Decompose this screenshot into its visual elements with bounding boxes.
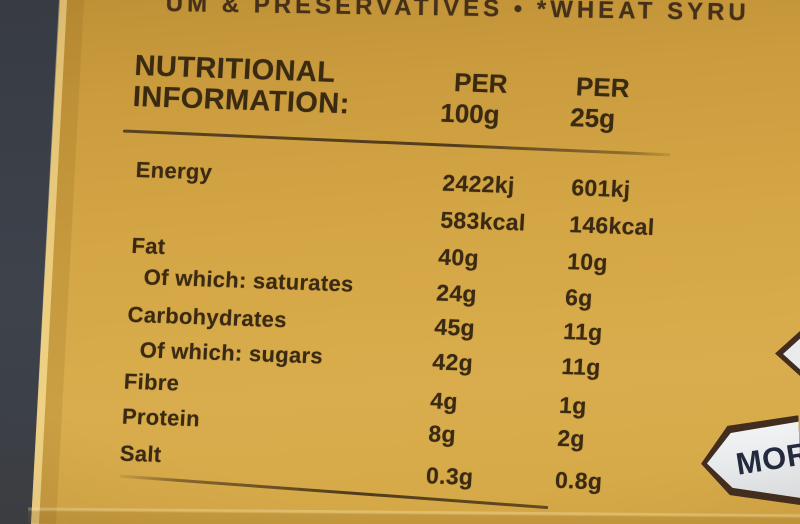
value-per-25g: 6g — [564, 284, 594, 311]
value-per-100g: 583kcal — [439, 206, 527, 236]
value-per-100g: 42g — [431, 348, 474, 376]
nutrient-label: Fat — [130, 232, 167, 260]
value-per-25g: 10g — [566, 248, 609, 276]
nutrient-label: Of which: sugars — [139, 337, 324, 369]
nutrient-label: Fibre — [123, 368, 180, 396]
nutrient-label: Protein — [121, 403, 201, 432]
nutrient-label: Energy — [135, 156, 213, 185]
value-per-100g: 2422kj — [441, 169, 516, 199]
nutrient-label: Of which: saturates — [143, 264, 355, 297]
column-header-per-100g: PER 100g — [439, 67, 509, 130]
value-per-100g: 24g — [435, 279, 478, 307]
table-title-line2: INFORMATION: — [131, 80, 351, 121]
more-banner-arrow: MOR — [699, 415, 800, 508]
column-header-per-25g: PER 25g — [569, 71, 631, 134]
value-per-25g: 11g — [560, 352, 602, 381]
value-per-25g: 601kj — [570, 174, 632, 203]
value-per-25g: 0.8g — [554, 466, 603, 495]
table-title: NUTRITIONAL INFORMATION: — [131, 50, 352, 121]
table-row: Of which: sugars 42g 11g — [93, 336, 713, 380]
nutrition-table: NUTRITIONAL INFORMATION: PER 100g PER 25… — [83, 40, 729, 524]
table-row: Salt 0.3g 0.8g — [88, 439, 708, 495]
value-per-100g: 45g — [433, 313, 476, 341]
value-per-25g: 2g — [556, 424, 586, 452]
table-row: Of which: saturates 24g 6g — [98, 263, 718, 311]
table-row: Energy 2422kj 601kj — [104, 156, 724, 202]
value-per-25g: 1g — [558, 391, 588, 419]
value-per-25g: 146kcal — [568, 211, 656, 241]
nutrient-label: Carbohydrates — [127, 301, 288, 333]
footer-divider-line — [119, 474, 549, 510]
value-per-100g: 0.3g — [425, 462, 475, 490]
value-per-25g: 11g — [562, 318, 604, 346]
value-per-100g: 40g — [437, 243, 480, 271]
table-row: Protein 8g 2g — [90, 403, 710, 452]
value-per-100g: 4g — [429, 387, 459, 415]
value-per-100g: 8g — [427, 420, 457, 448]
table-row: Carbohydrates 45g 11g — [95, 301, 715, 346]
nutrient-label: Salt — [119, 440, 163, 468]
table-row: Fibre 4g 1g — [92, 368, 712, 419]
